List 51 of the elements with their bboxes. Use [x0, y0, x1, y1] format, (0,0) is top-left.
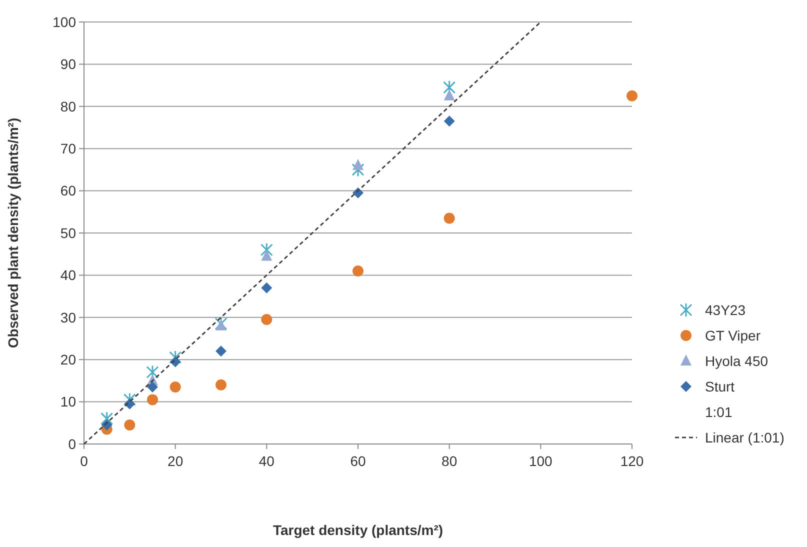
x-tick-label: 100 [528, 453, 553, 469]
x-tick-label: 60 [350, 453, 366, 469]
point [261, 250, 272, 261]
point [124, 420, 136, 431]
y-tick-label: 80 [60, 98, 76, 114]
point [169, 350, 182, 365]
point [261, 282, 272, 294]
point [147, 382, 158, 393]
point [260, 242, 273, 258]
point [214, 316, 228, 331]
point [352, 158, 364, 170]
x-axis-title: Target density (plants/m²) [272, 522, 444, 538]
y-tick-label: 70 [60, 140, 76, 156]
legend-label: Sturt [705, 378, 735, 394]
point [100, 411, 114, 426]
y-tick-label: 0 [68, 436, 76, 452]
point [216, 379, 226, 390]
y-tick-label: 20 [60, 352, 76, 368]
point [146, 365, 159, 380]
point [352, 265, 364, 276]
legend-label: Linear (1:01) [705, 429, 784, 446]
y-axis-title: Observed plant density (plants/m²) [5, 118, 21, 348]
point [444, 89, 455, 100]
y-tick-label: 60 [60, 182, 76, 199]
point [216, 319, 226, 330]
y-tick-label: 10 [60, 394, 76, 410]
legend-label: Hyola 450 [705, 352, 768, 369]
text: 1:01 [705, 404, 732, 420]
y-tick-label: 30 [60, 309, 76, 326]
legend-label: 43Y23 [705, 302, 746, 318]
legend-label: GT Viper [705, 327, 761, 344]
point [147, 394, 158, 406]
point [216, 346, 226, 357]
x-tick-label: 80 [442, 453, 458, 469]
point [123, 392, 136, 407]
point [101, 420, 112, 431]
y-tick-label: 50 [60, 224, 76, 241]
point [444, 116, 455, 127]
x-tick-label: 0 [80, 453, 88, 469]
y-tick-label: 90 [60, 56, 76, 72]
point [444, 212, 455, 224]
point [352, 162, 364, 177]
x-tick-label: 120 [620, 453, 644, 469]
y-tick-label: 40 [60, 267, 76, 284]
y-tick-label: 100 [52, 14, 76, 30]
point [626, 90, 638, 102]
x-tick-label: 20 [168, 453, 184, 469]
point [443, 80, 456, 95]
x-tick-label: 40 [258, 453, 275, 469]
point [261, 314, 272, 326]
point [170, 382, 181, 393]
